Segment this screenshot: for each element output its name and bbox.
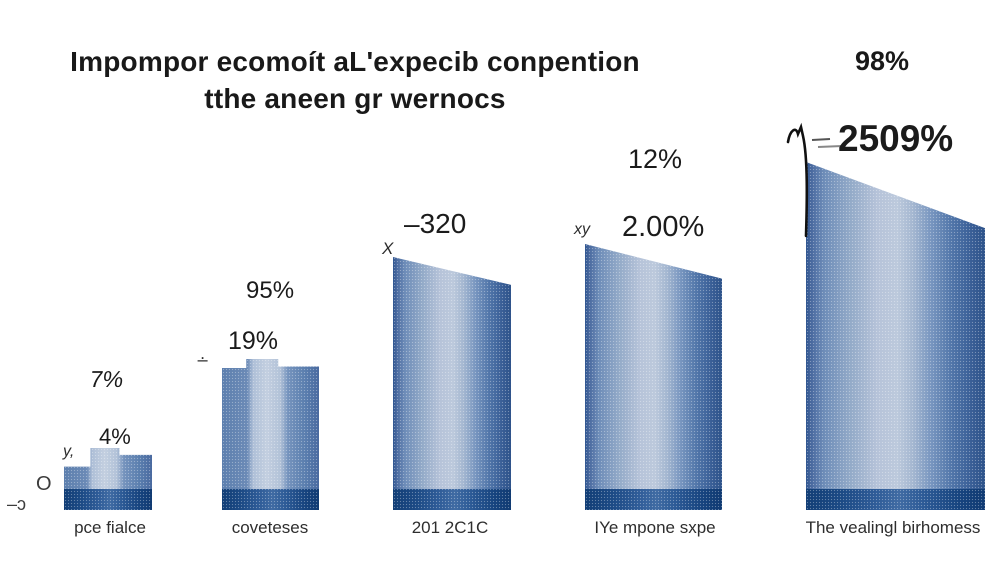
bar-3-base-band [393, 489, 511, 510]
bar-5-value-label: 2509% [838, 118, 954, 159]
bar-4-value-label: 2.00% [622, 211, 705, 243]
category-label-4: IYe mpone sxpe [594, 518, 716, 537]
bar-3-corner-scribble: X [382, 239, 394, 258]
bar-2-base-band [222, 489, 319, 510]
bar-3 [393, 257, 511, 510]
top-right-stat: 98% [855, 46, 910, 76]
curved-arrow-icon [786, 122, 843, 238]
bar-5 [806, 162, 985, 510]
bar-5-base-band [806, 489, 985, 510]
category-label-2: coveteses [231, 518, 309, 537]
category-label-3: 201 2C1C [411, 518, 489, 537]
bar-1-value-label: 4% [99, 424, 131, 449]
bar-4-base-band [585, 489, 722, 510]
bar-3-value-label: ‒320 [404, 208, 467, 239]
chart-title: Impompor ecomoít aL'expecib conpention t… [30, 44, 680, 118]
chart-title-line1: Impompor ecomoít aL'expecib conpention [70, 46, 640, 77]
chart-title-line2: tthe aneen gr wernocs [204, 82, 506, 114]
bar-1-top-label: 7% [88, 366, 126, 392]
bar-2-top-label: 95% [246, 277, 295, 304]
bar-1-base-band [64, 489, 152, 510]
bar-1-corner-scribble: y, [63, 443, 75, 460]
bar-4-top-label: 12% [628, 144, 683, 174]
category-label-5: The vealingl birhomess [805, 518, 981, 537]
bar-2 [222, 359, 319, 510]
bar-2-corner-scribble: ∸ [196, 353, 210, 370]
bar-4-corner-scribble: xy [574, 221, 590, 238]
bar-4 [585, 244, 722, 510]
category-label-1: pce fialce [74, 518, 146, 537]
bar-2-value-label: 19% [228, 327, 279, 355]
axis-circle-glyph: O [36, 473, 52, 495]
axis-hook-glyph: ‒ɔ [7, 494, 27, 514]
bar-1 [64, 448, 152, 510]
